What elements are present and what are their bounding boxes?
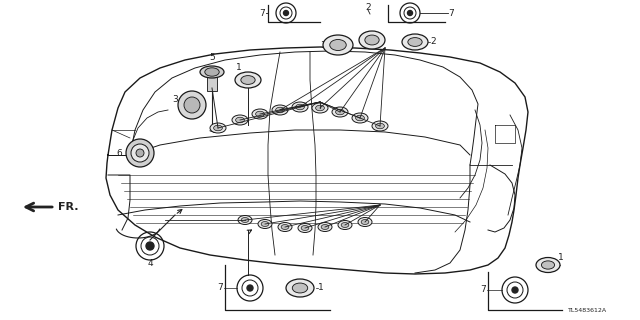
Text: 1: 1 <box>236 62 242 71</box>
Text: 3: 3 <box>172 95 178 105</box>
Ellipse shape <box>292 102 308 112</box>
Ellipse shape <box>276 107 284 113</box>
Ellipse shape <box>286 279 314 297</box>
Ellipse shape <box>316 105 324 111</box>
Ellipse shape <box>372 121 388 131</box>
Ellipse shape <box>323 35 353 55</box>
Text: 6: 6 <box>116 148 122 157</box>
Circle shape <box>408 11 413 15</box>
Ellipse shape <box>358 218 372 227</box>
Ellipse shape <box>330 39 346 51</box>
Ellipse shape <box>332 107 348 117</box>
Text: 4: 4 <box>147 259 153 268</box>
Ellipse shape <box>278 222 292 231</box>
Text: TL5483612A: TL5483612A <box>568 308 607 313</box>
Ellipse shape <box>359 31 385 49</box>
Ellipse shape <box>235 72 261 88</box>
Ellipse shape <box>301 226 309 230</box>
Text: 2: 2 <box>365 3 371 12</box>
Ellipse shape <box>376 123 385 129</box>
Circle shape <box>126 139 154 167</box>
Circle shape <box>131 144 149 162</box>
Ellipse shape <box>200 66 224 78</box>
Ellipse shape <box>292 283 308 293</box>
Text: 7: 7 <box>448 9 454 18</box>
Ellipse shape <box>402 34 428 50</box>
Ellipse shape <box>296 104 305 110</box>
Text: 7: 7 <box>259 9 265 18</box>
Ellipse shape <box>541 261 555 269</box>
Bar <box>207 77 217 91</box>
Ellipse shape <box>272 105 288 115</box>
Ellipse shape <box>536 258 560 273</box>
Ellipse shape <box>258 220 272 228</box>
Circle shape <box>247 285 253 291</box>
Ellipse shape <box>210 123 226 133</box>
Ellipse shape <box>214 125 223 131</box>
Ellipse shape <box>356 115 364 121</box>
Circle shape <box>512 287 518 293</box>
Ellipse shape <box>232 115 248 125</box>
Circle shape <box>284 11 289 15</box>
Circle shape <box>178 91 206 119</box>
Text: 5: 5 <box>209 52 215 61</box>
Ellipse shape <box>408 38 422 46</box>
Ellipse shape <box>338 220 352 229</box>
Ellipse shape <box>318 222 332 231</box>
Text: 2: 2 <box>430 37 436 46</box>
Ellipse shape <box>321 225 329 229</box>
Text: 7: 7 <box>217 284 223 292</box>
Ellipse shape <box>184 112 200 118</box>
Ellipse shape <box>261 221 269 227</box>
Ellipse shape <box>241 76 255 84</box>
Ellipse shape <box>365 35 379 45</box>
Ellipse shape <box>312 103 328 113</box>
Text: 1: 1 <box>558 253 564 262</box>
Circle shape <box>184 97 200 113</box>
Text: 1: 1 <box>318 284 324 292</box>
Circle shape <box>146 242 154 250</box>
Ellipse shape <box>298 223 312 233</box>
Text: 7: 7 <box>480 285 486 294</box>
Ellipse shape <box>352 113 368 123</box>
Ellipse shape <box>255 111 264 117</box>
Text: 1: 1 <box>320 41 325 50</box>
Ellipse shape <box>341 222 349 228</box>
Circle shape <box>136 149 144 157</box>
Ellipse shape <box>252 109 268 119</box>
Ellipse shape <box>236 117 244 123</box>
Text: FR.: FR. <box>58 202 79 212</box>
Ellipse shape <box>335 109 344 115</box>
Ellipse shape <box>238 215 252 225</box>
Ellipse shape <box>241 218 249 222</box>
Ellipse shape <box>205 68 219 76</box>
Ellipse shape <box>361 220 369 224</box>
Ellipse shape <box>281 225 289 229</box>
